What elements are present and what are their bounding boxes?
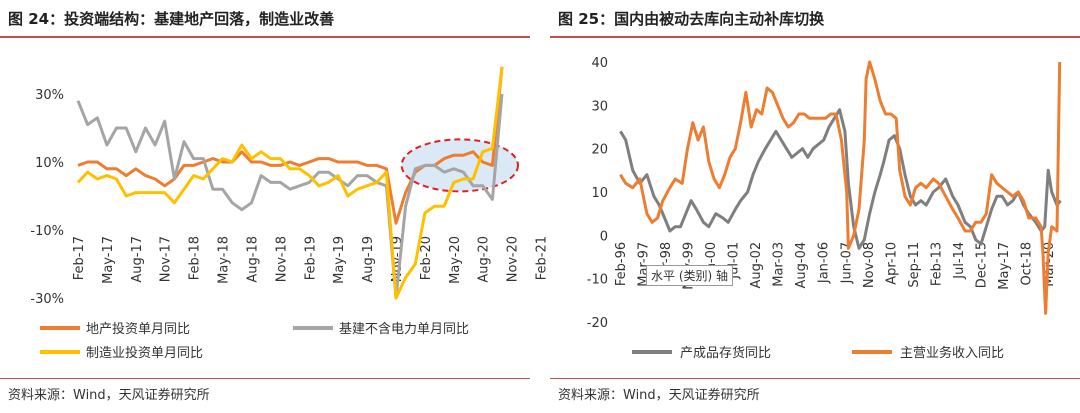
title-rule [550,36,1080,38]
x-tick-label: May-17 [997,242,1012,290]
x-tick-label: Feb-13 [929,242,944,286]
series-line [76,66,504,300]
axis-tooltip: 水平 (类别) 轴 [646,265,733,286]
legend-label: 基建不含电力单月同比 [339,321,469,337]
series-line [76,93,504,300]
y-tick-label: 10 [591,186,608,201]
chart-right-svg: 403020100-10-20Feb-96Mar-97Apr-98May-99J… [587,56,1062,361]
x-tick-label: Oct-18 [1019,242,1034,286]
x-tick-label: Aug-18 [245,236,260,283]
x-tick-label: Feb-17 [72,236,87,280]
x-tick-label: Feb-18 [188,236,203,280]
series-line [619,108,1062,250]
x-tick-label: Feb-21 [535,236,550,280]
x-tick-label: Aug-20 [477,236,492,283]
x-tick-label: May-19 [332,236,347,284]
x-tick-label: May-17 [101,236,116,284]
x-tick-label: Apr-10 [884,242,899,285]
chart-panel-right: 图 25：国内由被动去库向主动补库切换 40 30 20 10 0 -10 -20 Feb-9… [550,0,1080,413]
x-tick-label: Mar-03 [772,242,787,287]
y-tick-label: 10% [35,156,64,171]
highlight-ellipse [400,138,519,193]
legend-label: 产成品存货同比 [680,345,771,361]
y-tick-label: -30% [30,292,64,307]
x-tick-label: Aug-19 [361,236,376,283]
y-tick-label: -20 [587,316,608,331]
legend-label: 制造业投资单月同比 [86,345,203,361]
x-tick-label: May-18 [217,236,232,284]
x-tick-label: Dec-15 [974,242,989,288]
x-tick-label: Feb-96 [614,242,629,286]
x-tick-label: Aug-02 [749,242,764,289]
series-line [619,60,1062,315]
x-tick-label: Nov-20 [506,236,521,282]
legend-label: 地产投资单月同比 [86,321,190,337]
x-tick-label: Aug-17 [130,236,145,283]
y-tick-label: -10% [30,224,64,239]
chart-title: 图 25：国内由被动去库向主动补库切换 [558,10,825,28]
chart-panel-left: 图 24：投资端结构：基建地产回落，制造业改善 30% 10% -10% -30% Fe… [0,0,550,413]
footer-rule [0,378,530,379]
x-tick-label: Nov-17 [159,236,174,282]
x-tick-label: Nov-08 [862,242,877,288]
x-tick-label: Nov-18 [274,236,289,282]
legend-label: 主营业务收入同比 [900,345,1004,361]
y-tick-label: 30% [35,88,64,103]
x-tick-label: Jul-14 [952,242,967,280]
y-tick-label: 40 [591,56,608,71]
x-tick-label: May-20 [448,236,463,284]
title-rule [0,36,530,38]
y-tick-label: 0 [600,229,608,244]
x-tick-label: Jan-06 [817,242,832,284]
x-tick-label: Sep-11 [907,242,922,288]
chart-title: 图 24：投资端结构：基建地产回落，制造业改善 [8,10,335,28]
footer-rule [550,378,1080,379]
x-tick-label: Feb-20 [419,236,434,280]
chart-source: 资料来源：Wind，天风证券研究所 [8,388,210,403]
y-tick-label: -10 [587,273,608,288]
y-tick-label: 30 [591,99,608,114]
chart-left-svg: 30% 10% -10% -30% Feb-17 May-17 Aug-17 Nov-17 Fe… [30,66,550,361]
x-tick-label: Feb-19 [303,236,318,280]
x-tick-label: Jun-07 [839,242,854,285]
y-tick-label: 20 [591,143,608,158]
x-tick-label: Aug-04 [794,242,809,289]
chart-source: 资料来源：Wind，天风证券研究所 [558,388,760,403]
